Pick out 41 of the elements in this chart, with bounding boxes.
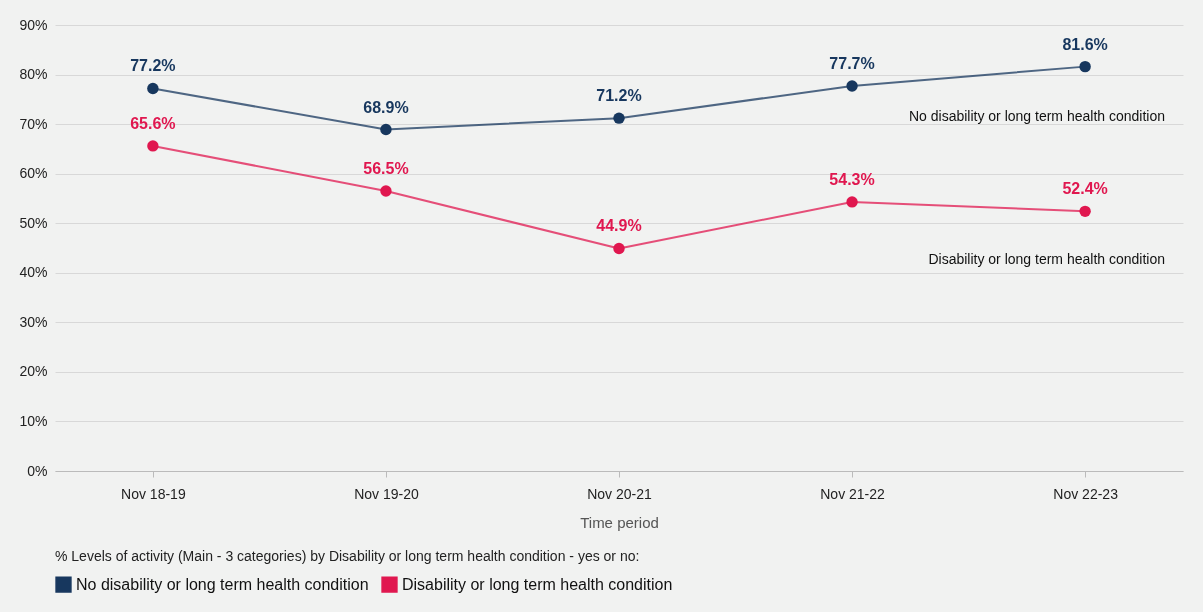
point xyxy=(613,242,625,255)
data-label: 44.9% xyxy=(596,217,642,235)
y-tick-label: 30% xyxy=(19,313,48,330)
y-tick-label: 50% xyxy=(19,214,48,231)
x-axis-title: Time period xyxy=(580,513,659,531)
legend-title: % Levels of activity (Main - 3 categories) by Disability or long term health condition - yes or no: xyxy=(55,548,640,564)
y-tick-label: 80% xyxy=(19,66,48,83)
point xyxy=(1079,205,1091,218)
point xyxy=(380,185,392,197)
data-label: 71.2% xyxy=(596,87,642,105)
data-label: 81.6% xyxy=(1062,35,1108,53)
point xyxy=(846,196,858,208)
y-tick-label: 40% xyxy=(19,264,48,281)
data-label: 54.3% xyxy=(829,170,875,188)
data-label: 77.2% xyxy=(130,57,176,75)
data-label: 65.6% xyxy=(130,114,176,132)
legend-label: No disability or long term health condition xyxy=(76,575,369,593)
point xyxy=(380,123,392,136)
data-label: 52.4% xyxy=(1062,180,1108,198)
data-label: 56.5% xyxy=(363,160,409,178)
x-tick-label: Nov 21-22 xyxy=(820,485,886,502)
point xyxy=(147,82,159,95)
annotation: No disability or long term health condition xyxy=(908,108,1165,124)
y-tick-label: 20% xyxy=(19,363,48,380)
point xyxy=(147,140,159,152)
x-tick-label: Nov 18-19 xyxy=(121,485,186,502)
data-label: 68.9% xyxy=(363,98,409,116)
x-tick-label: Nov 22-23 xyxy=(1053,485,1119,502)
data-label: 77.7% xyxy=(829,54,875,72)
y-tick-label: 90% xyxy=(19,16,48,33)
y-tick-label: 70% xyxy=(19,115,48,132)
y-tick-label: 0% xyxy=(27,462,48,479)
y-tick-label: 10% xyxy=(19,412,48,429)
y-tick-label: 60% xyxy=(19,165,48,182)
legend-label: Disability or long term health condition xyxy=(402,575,673,593)
point xyxy=(613,112,625,124)
point xyxy=(1079,60,1091,73)
x-tick-label: Nov 20-21 xyxy=(587,485,653,502)
annotation: Disability or long term health condition xyxy=(928,251,1165,267)
x-tick-label: Nov 19-20 xyxy=(354,485,419,502)
point xyxy=(846,80,858,92)
